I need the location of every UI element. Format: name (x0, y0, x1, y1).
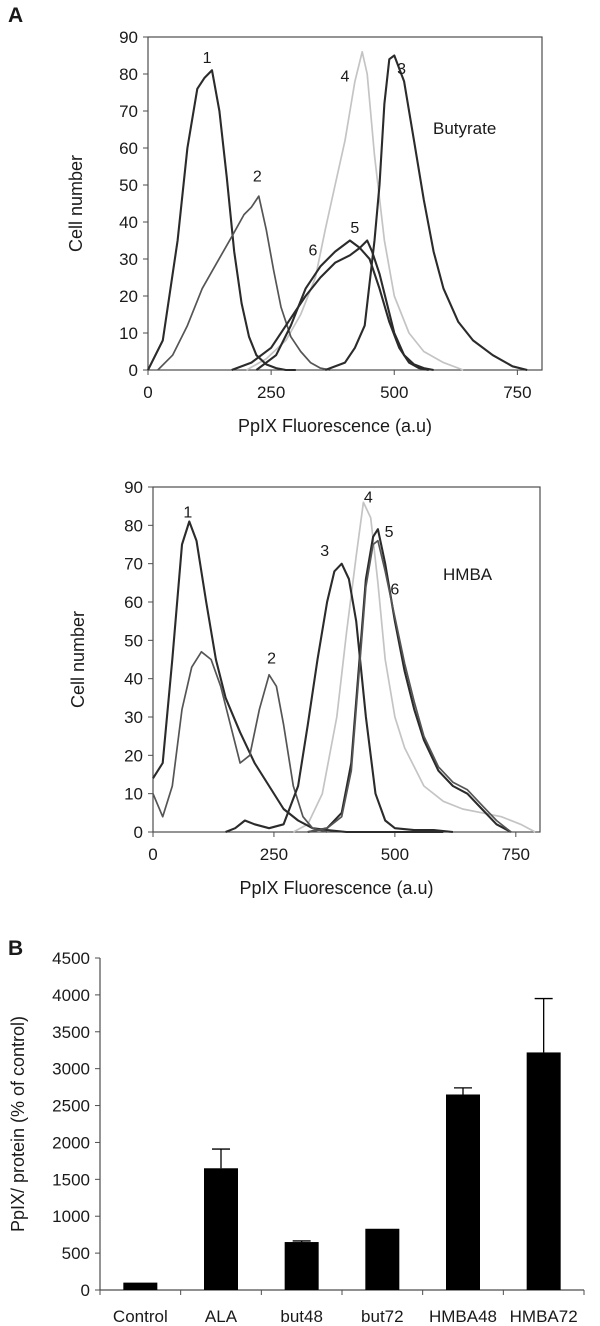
series-line-6 (255, 239, 429, 372)
y-tick-label: 80 (119, 65, 138, 84)
series-label-2: 2 (253, 168, 262, 185)
y-tick-label: 2500 (52, 1097, 90, 1116)
series-line-6 (307, 539, 512, 833)
bar-ALA (204, 1168, 238, 1290)
y-tick-label: 0 (134, 823, 143, 842)
series-label-1: 1 (203, 50, 212, 67)
x-tick-label: 750 (503, 383, 531, 402)
series-label-6: 6 (390, 581, 399, 598)
series-label-3: 3 (320, 543, 329, 560)
x-tick-label: 750 (502, 845, 530, 864)
y-tick-label: 50 (119, 176, 138, 195)
y-tick-label: 10 (119, 324, 138, 343)
y-tick-label: 1500 (52, 1170, 90, 1189)
y-tick-label: 90 (124, 478, 143, 497)
y-tick-label: 1000 (52, 1207, 90, 1226)
y-axis-title: PpIX/ protein (% of control) (8, 1016, 28, 1232)
category-label: Control (113, 1307, 168, 1326)
bar-chart-ppix: 0 500 1000 1500 2000 2500 3000 3500 4000 4500 Cont… (8, 949, 585, 1326)
x-tick-label: 250 (260, 845, 288, 864)
series-label-5: 5 (385, 524, 394, 541)
y-tick-label: 30 (124, 708, 143, 727)
y-tick-label: 2000 (52, 1133, 90, 1152)
x-axis-title: PpIX Fluorescence (a.u) (239, 878, 433, 898)
series-line-3 (225, 562, 454, 834)
series-label-3: 3 (397, 61, 406, 78)
x-axis-title: PpIX Fluorescence (a.u) (238, 416, 432, 436)
series-line-1 (152, 520, 444, 834)
series-line-4 (246, 50, 464, 371)
plot-frame (147, 36, 543, 371)
series-line-1 (147, 69, 296, 372)
category-label: HMBA72 (510, 1307, 578, 1326)
y-tick-label: 3500 (52, 1023, 90, 1042)
category-label: but48 (280, 1307, 323, 1326)
y-axis-title: Cell number (66, 155, 86, 252)
bar-HMBA48 (446, 1094, 480, 1290)
y-tick-label: 80 (124, 516, 143, 535)
bar-Control (123, 1282, 158, 1290)
y-tick-label: 50 (124, 631, 143, 650)
x-tick-label: 0 (143, 383, 152, 402)
x-tick-label: 500 (381, 845, 409, 864)
y-tick-label: 10 (124, 785, 143, 804)
y-tick-label: 20 (119, 287, 138, 306)
y-tick-label: 70 (124, 555, 143, 574)
bar-but72 (365, 1228, 400, 1290)
y-tick-label: 90 (119, 28, 138, 47)
treatment-label: Butyrate (433, 119, 496, 138)
bar-but48 (284, 1242, 319, 1290)
bar-HMBA72 (526, 1052, 561, 1290)
y-tick-label: 20 (124, 746, 143, 765)
category-label: but72 (361, 1307, 404, 1326)
y-tick-label: 0 (81, 1281, 90, 1300)
y-tick-label: 60 (119, 139, 138, 158)
y-tick-label: 3000 (52, 1060, 90, 1079)
y-tick-label: 0 (129, 361, 138, 380)
series-label-2: 2 (267, 650, 276, 667)
plot-frame (152, 486, 541, 833)
series-label-5: 5 (350, 220, 359, 237)
series-line-3 (324, 54, 528, 372)
series-label-4: 4 (364, 489, 373, 506)
y-tick-label: 60 (124, 593, 143, 612)
x-tick-label: 500 (380, 383, 408, 402)
series-line-2 (152, 650, 328, 833)
series-label-4: 4 (341, 68, 350, 85)
y-tick-label: 4500 (52, 949, 90, 968)
y-tick-label: 40 (124, 670, 143, 689)
series-line-2 (157, 195, 331, 371)
y-tick-label: 40 (119, 213, 138, 232)
histogram-hmba: 0 10 20 30 40 50 60 70 80 90 0 250 500 750 Cell number… (68, 478, 541, 898)
series-line-4 (292, 501, 536, 833)
y-tick-label: 500 (62, 1244, 90, 1263)
x-tick-label: 250 (257, 383, 285, 402)
y-tick-label: 70 (119, 102, 138, 121)
treatment-label: HMBA (443, 565, 493, 584)
y-axis-title: Cell number (68, 611, 88, 708)
panel-label-a: A (8, 4, 23, 27)
series-label-1: 1 (183, 505, 192, 522)
y-tick-label: 4000 (52, 986, 90, 1005)
category-label: HMBA48 (429, 1307, 497, 1326)
y-tick-label: 30 (119, 250, 138, 269)
histogram-butyrate: 0 10 20 30 40 50 60 70 80 90 0 250 500 750 Cell number… (66, 28, 543, 436)
x-tick-label: 0 (148, 845, 157, 864)
panel-label-b: B (8, 937, 23, 960)
category-label: ALA (205, 1307, 238, 1326)
series-label-6: 6 (309, 242, 318, 259)
